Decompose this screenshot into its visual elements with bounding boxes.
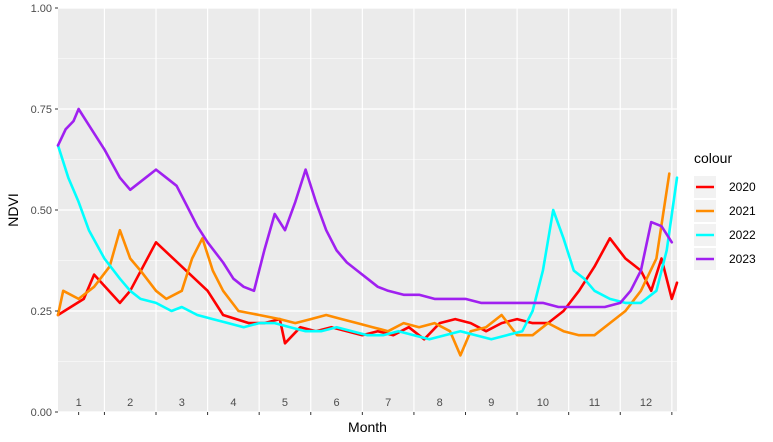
month-label-8: 8	[437, 397, 443, 409]
grid-major	[58, 7, 677, 413]
x-axis-title: Month	[348, 419, 387, 435]
month-labels: 1 2 3 4 5 6 7 8 9 10 11 12	[76, 397, 653, 409]
grid-minor	[58, 58, 677, 362]
x-axis-ticks	[78, 412, 673, 415]
y-tick-label: 0.00	[31, 407, 52, 419]
legend: colour 2020 2021 2022 2023	[694, 150, 756, 270]
y-tick-label: 0.25	[31, 306, 52, 318]
month-label-10: 10	[537, 397, 549, 409]
y-tick-label: 0.75	[31, 104, 52, 116]
series-line-2022	[56, 144, 679, 341]
y-axis-title: NDVI	[5, 193, 21, 226]
series-line-2023	[56, 107, 674, 309]
series-layer	[56, 107, 679, 357]
legend-label-2022: 2022	[729, 228, 756, 242]
month-label-3: 3	[179, 397, 185, 409]
month-label-6: 6	[333, 397, 339, 409]
month-label-1: 1	[76, 397, 82, 409]
series-line-2021	[56, 172, 671, 357]
month-label-11: 11	[589, 397, 600, 409]
y-tick-label: 1.00	[31, 3, 52, 15]
month-label-5: 5	[282, 397, 288, 409]
legend-title: colour	[694, 150, 732, 166]
month-label-9: 9	[488, 397, 494, 409]
month-label-4: 4	[230, 397, 236, 409]
month-label-2: 2	[127, 397, 133, 409]
y-tick-label: 0.50	[31, 205, 52, 217]
legend-label-2020: 2020	[729, 180, 756, 194]
month-label-7: 7	[385, 397, 391, 409]
y-axis-ticks: 0.00 0.25 0.50 0.75 1.00	[31, 3, 58, 419]
legend-label-2021: 2021	[729, 204, 756, 218]
month-label-12: 12	[640, 397, 652, 409]
legend-label-2023: 2023	[729, 252, 756, 266]
